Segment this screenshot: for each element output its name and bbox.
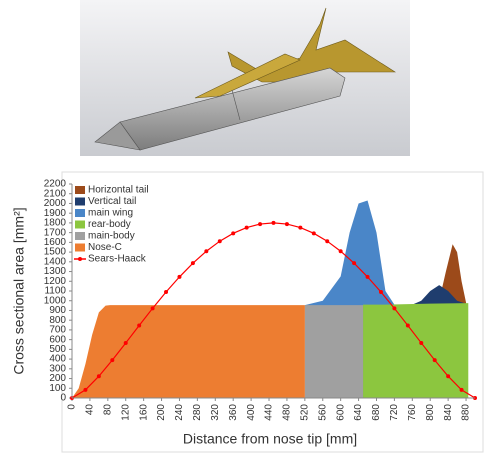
area (363, 303, 468, 398)
point (392, 306, 396, 310)
point (406, 324, 410, 328)
point (177, 275, 181, 279)
legend-label: main-body (88, 231, 135, 242)
legend-swatch (75, 209, 85, 217)
point (258, 222, 262, 226)
point (231, 231, 235, 235)
legend-label: rear-body (88, 219, 131, 230)
y-tick-label: 1500 (44, 247, 67, 258)
y-tick-label: 400 (49, 354, 66, 365)
y-tick-label: 1100 (44, 286, 66, 297)
x-tick-label: 800 (425, 404, 436, 421)
point (151, 306, 155, 310)
x-tick-label: 680 (371, 404, 382, 421)
y-tick-label: 1400 (44, 256, 67, 267)
x-tick-label: 80 (102, 404, 113, 416)
legend-swatch (78, 257, 82, 261)
x-tick-label: 720 (389, 404, 400, 421)
y-tick-label: 2000 (44, 198, 67, 209)
point (137, 324, 141, 328)
legend-swatch (75, 186, 85, 194)
legend-swatch (75, 198, 85, 206)
point (218, 239, 222, 243)
point (110, 358, 114, 362)
x-tick-label: 760 (407, 404, 418, 421)
legend-swatch (75, 244, 85, 252)
y-tick-label: 500 (49, 344, 66, 355)
x-tick-label: 400 (246, 404, 257, 421)
point (339, 249, 343, 253)
y-tick-label: 2100 (44, 188, 67, 199)
point (164, 290, 168, 294)
x-tick-label: 640 (353, 404, 364, 421)
y-tick-label: 1600 (44, 237, 67, 248)
x-tick-label: 560 (317, 404, 328, 421)
point (204, 249, 208, 253)
point (97, 374, 101, 378)
legend-swatch (75, 221, 85, 229)
y-tick-label: 700 (49, 325, 66, 336)
area (305, 305, 363, 398)
point (312, 231, 316, 235)
y-tick-label: 2200 (44, 179, 67, 190)
x-tick-label: 240 (174, 404, 185, 421)
area (72, 305, 305, 398)
y-tick-label: 1300 (44, 266, 67, 277)
x-axis-label: Distance from nose tip [mm] (183, 431, 357, 447)
y-tick-label: 1700 (44, 227, 67, 238)
x-tick-label: 0 (67, 404, 78, 410)
x-tick-label: 120 (120, 404, 131, 421)
legend-label: Nose-C (88, 242, 122, 253)
legend-swatch (75, 232, 85, 240)
point (245, 226, 249, 230)
x-tick-label: 320 (210, 404, 221, 421)
point (352, 261, 356, 265)
x-tick-label: 280 (192, 404, 203, 421)
point (446, 374, 450, 378)
legend-label: Vertical tail (88, 196, 136, 207)
y-tick-label: 100 (49, 383, 66, 394)
legend-label: Sears-Haack (88, 254, 147, 265)
point (83, 388, 87, 392)
point (433, 358, 437, 362)
figure: Distance from nose tip [mm] Cross sectio… (0, 0, 484, 453)
y-tick-label: 1200 (44, 276, 67, 287)
x-tick-label: 160 (138, 404, 149, 421)
legend-label: Horizontal tail (88, 185, 149, 196)
y-tick-label: 1000 (44, 295, 67, 306)
legend-label: main wing (88, 208, 133, 219)
y-tick-label: 1800 (44, 218, 67, 229)
point (272, 221, 276, 225)
point (419, 341, 423, 345)
point (191, 261, 195, 265)
point (325, 239, 329, 243)
point (460, 388, 464, 392)
y-tick-label: 900 (49, 305, 66, 316)
point (124, 341, 128, 345)
x-tick-label: 520 (299, 404, 310, 421)
point (366, 275, 370, 279)
point (298, 226, 302, 230)
y-tick-label: 200 (49, 373, 66, 384)
x-tick-label: 480 (282, 404, 293, 421)
x-tick-label: 840 (443, 404, 454, 421)
point (285, 222, 289, 226)
point (379, 290, 383, 294)
y-tick-label: 300 (49, 363, 66, 374)
x-tick-label: 600 (335, 404, 346, 421)
y-tick-label: 0 (60, 393, 66, 404)
y-tick-label: 600 (49, 334, 66, 345)
x-tick-label: 360 (228, 404, 239, 421)
x-tick-label: 440 (264, 404, 275, 421)
y-tick-label: 1900 (44, 208, 67, 219)
x-tick-label: 40 (85, 404, 96, 416)
y-tick-label: 800 (49, 315, 66, 326)
aircraft-render (80, 0, 410, 156)
x-tick-label: 880 (461, 404, 472, 421)
x-tick-label: 200 (156, 404, 167, 421)
y-axis-label: Cross sectional area [mm²] (11, 207, 27, 374)
page: {"chart_data": {"type": "area", "xlabel"… (0, 0, 484, 458)
